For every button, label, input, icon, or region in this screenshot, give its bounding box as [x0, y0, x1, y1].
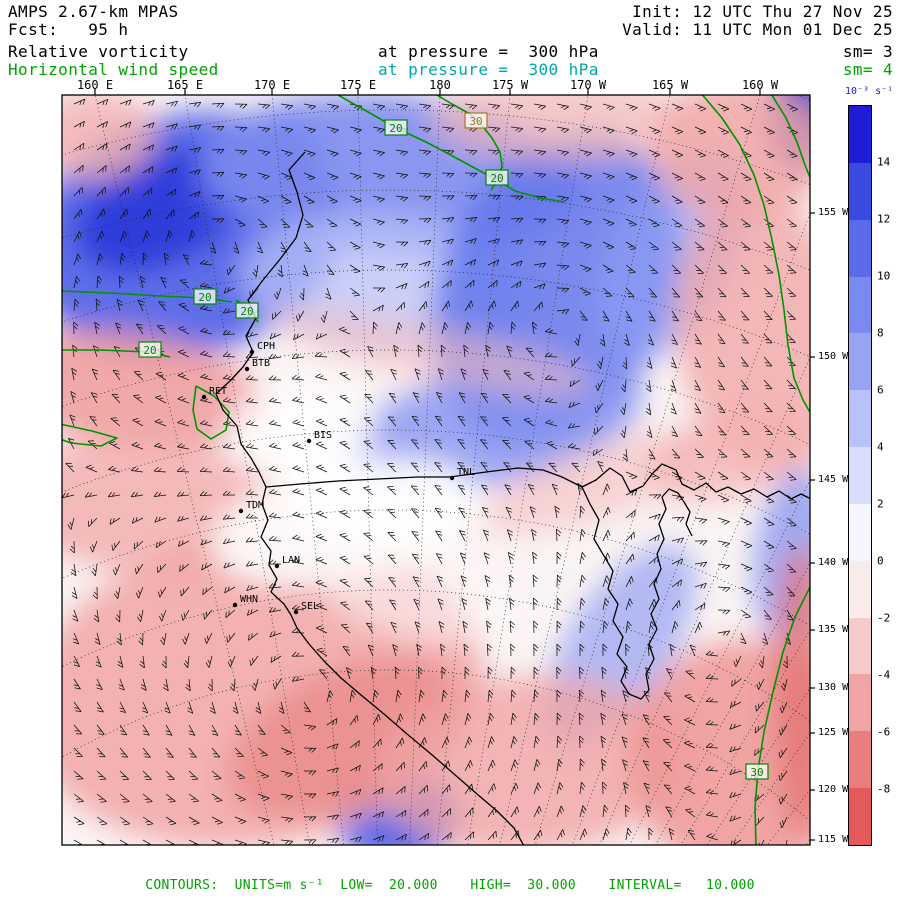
contour-label-value: 20	[240, 305, 253, 318]
colorbar-segment	[849, 788, 871, 845]
station-dot	[201, 394, 207, 400]
colorbar-segment	[849, 162, 871, 220]
colorbar-tick-label: 6	[877, 383, 884, 397]
longitude-label-right: 140 W	[818, 557, 849, 568]
contour-label-value: 20	[389, 122, 402, 135]
station-label: SEL	[301, 601, 319, 612]
colorbar-tick-label: 14	[877, 155, 891, 169]
contour-label-value: 30	[469, 115, 482, 128]
valid-time: Valid: 11 UTC Mon 01 Dec 25	[622, 20, 893, 39]
contour-label-value: 20	[198, 291, 211, 304]
station-label: TDM	[246, 500, 264, 511]
colorbar-tick-label: -8	[877, 782, 891, 796]
station-dot	[449, 475, 455, 481]
colorbar-tick-label: 0	[877, 554, 884, 568]
contour-label-box	[464, 112, 488, 129]
field1-level: at pressure = 300 hPa	[378, 42, 599, 61]
longitude-label-top: 175 E	[339, 78, 377, 92]
longitude-label-right: 125 W	[818, 727, 849, 738]
station-label: BTB	[252, 358, 270, 369]
station-dot	[249, 349, 255, 355]
colorbar-segment	[849, 503, 871, 561]
longitude-label-top: 175 W	[491, 78, 529, 92]
longitude-label-right: 120 W	[818, 784, 849, 795]
colorbar-tick-label: 10	[877, 269, 891, 283]
field2-smoothing: sm= 4	[842, 60, 893, 79]
station-label: LAN	[282, 555, 300, 566]
colorbar-tick-label: -6	[877, 725, 891, 739]
model-title: AMPS 2.67-km MPAS	[8, 2, 179, 21]
station-dot	[306, 438, 312, 444]
colorbar-segment	[849, 333, 871, 391]
longitude-label-right: 145 W	[818, 474, 849, 485]
field1-name: Relative vorticity	[8, 42, 189, 61]
colorbar	[848, 105, 872, 846]
colorbar-segment	[849, 106, 871, 163]
contours-caption: CONTOURS: UNITS=m s⁻¹ LOW= 20.000 HIGH= …	[145, 878, 755, 893]
map-frame	[61, 94, 811, 846]
axis-ticks	[94, 89, 815, 841]
field1-smoothing: sm= 3	[842, 42, 893, 61]
station-label: TNL	[457, 467, 475, 478]
station-markers: CPH BTB RET BIS TNL TDM LAN WHN SEL	[201, 341, 475, 615]
coastline	[215, 151, 810, 845]
longitude-label-top: 160 E	[76, 78, 114, 92]
longitude-label-right: 155 W	[818, 207, 849, 218]
wind-barbs-layer	[62, 98, 798, 845]
colorbar-segment	[849, 390, 871, 448]
longitude-label-right: 130 W	[818, 682, 849, 693]
forecast-hour: Fcst: 95 h	[8, 20, 129, 39]
longitude-label-top: 165 W	[651, 78, 689, 92]
station-label: RET	[209, 386, 227, 397]
station-label: BIS	[314, 430, 332, 441]
station-label: WHN	[240, 594, 258, 605]
contour-value-labels: 20 30 20 20 20 20 30	[138, 112, 769, 780]
field2-name: Horizontal wind speed	[8, 60, 219, 79]
longitude-label-top: 160 W	[741, 78, 779, 92]
colorbar-segment	[849, 560, 871, 618]
colorbar-segment	[849, 731, 871, 789]
contour-label-box	[485, 169, 509, 186]
colorbar-segment	[849, 276, 871, 334]
colorbar-tick-label: 12	[877, 212, 891, 226]
colorbar-segment	[849, 447, 871, 504]
colorbar-segment	[849, 219, 871, 277]
contour-label-box	[193, 288, 217, 305]
station-label: CPH	[257, 341, 275, 352]
colorbar-tick-label: 8	[877, 326, 884, 340]
station-dot	[293, 609, 299, 615]
station-dot	[238, 508, 244, 514]
longitude-label-top: 170 E	[253, 78, 291, 92]
contour-label-box	[745, 763, 769, 780]
colorbar-tick-label: -4	[877, 668, 891, 682]
colorbar-tick-label: 2	[877, 497, 884, 511]
contour-label-box	[235, 302, 259, 319]
longitude-label-right: 115 W	[818, 834, 849, 845]
station-dot	[244, 366, 250, 372]
colorbar-segment	[849, 617, 871, 675]
longitude-label-top: 180	[429, 78, 451, 92]
longitude-label-top: 170 W	[569, 78, 607, 92]
station-dot	[232, 602, 238, 608]
init-time: Init: 12 UTC Thu 27 Nov 25	[632, 2, 893, 21]
contour-label-box	[384, 119, 408, 136]
longitude-label-top: 165 E	[166, 78, 204, 92]
contour-label-box	[138, 341, 162, 358]
contour-label-value: 30	[750, 766, 763, 779]
contour-label-value: 20	[490, 172, 503, 185]
contour-label-value: 20	[143, 344, 156, 357]
colorbar-segment	[849, 674, 871, 732]
colorbar-tick-label: 4	[877, 440, 884, 454]
colorbar-units-label: 10⁻³ s⁻¹	[845, 86, 894, 97]
longitude-label-right: 135 W	[818, 624, 849, 635]
station-dot	[274, 563, 280, 569]
longitude-label-right: 150 W	[818, 351, 849, 362]
colorbar-tick-label: -2	[877, 611, 891, 625]
field2-level: at pressure = 300 hPa	[378, 60, 599, 79]
